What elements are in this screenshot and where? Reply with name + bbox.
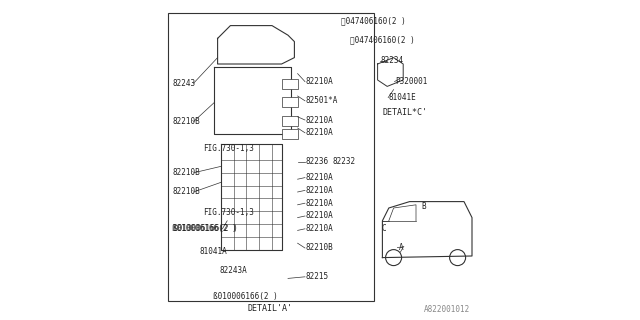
- Text: 81041E: 81041E: [388, 93, 417, 102]
- Text: 82210B: 82210B: [306, 244, 333, 252]
- Text: ß010006166(2 ): ß010006166(2 ): [212, 292, 278, 300]
- Text: 82234: 82234: [381, 56, 404, 65]
- Text: FIG.730-1,3: FIG.730-1,3: [204, 208, 254, 217]
- Text: 82210B: 82210B: [173, 188, 200, 196]
- Text: 82210A: 82210A: [306, 224, 333, 233]
- Text: 82210A: 82210A: [306, 212, 333, 220]
- Text: 82243A: 82243A: [219, 266, 247, 275]
- Text: A822001012: A822001012: [424, 305, 470, 314]
- Text: 82210B: 82210B: [173, 168, 200, 177]
- Text: B: B: [422, 202, 426, 211]
- Text: C: C: [381, 224, 387, 233]
- Text: 82215: 82215: [306, 272, 329, 281]
- Text: DETAIL*C': DETAIL*C': [383, 108, 428, 116]
- Text: 82210A: 82210A: [306, 199, 333, 208]
- Bar: [282, 97, 298, 107]
- Text: 82210A: 82210A: [306, 116, 333, 124]
- Text: 81041A: 81041A: [200, 247, 228, 256]
- Text: DETAIL'A': DETAIL'A': [248, 304, 293, 313]
- Bar: [282, 129, 298, 139]
- Bar: [282, 79, 298, 89]
- Text: ß010006166(2 ): ß010006166(2 ): [172, 224, 237, 233]
- Text: FIG.730-1,3: FIG.730-1,3: [204, 144, 254, 153]
- Text: 82210A: 82210A: [306, 186, 333, 195]
- Text: 82210A: 82210A: [306, 173, 333, 182]
- Text: 82501*A: 82501*A: [306, 96, 338, 105]
- Text: A: A: [399, 244, 404, 252]
- Text: 82236: 82236: [306, 157, 329, 166]
- Text: Ⓢ047406160(2 ): Ⓢ047406160(2 ): [340, 16, 406, 25]
- Text: 82210A: 82210A: [306, 77, 333, 86]
- Text: 82232: 82232: [333, 157, 356, 166]
- Bar: [168, 13, 374, 301]
- Text: 82210B: 82210B: [173, 117, 200, 126]
- Text: ß010006166(2 ): ß010006166(2 ): [173, 224, 237, 233]
- Bar: [282, 116, 298, 126]
- Text: P320001: P320001: [396, 77, 428, 86]
- Text: Ⓢ047406160(2 ): Ⓢ047406160(2 ): [351, 36, 415, 44]
- Text: 82243: 82243: [173, 79, 196, 88]
- Text: 82210A: 82210A: [306, 128, 333, 137]
